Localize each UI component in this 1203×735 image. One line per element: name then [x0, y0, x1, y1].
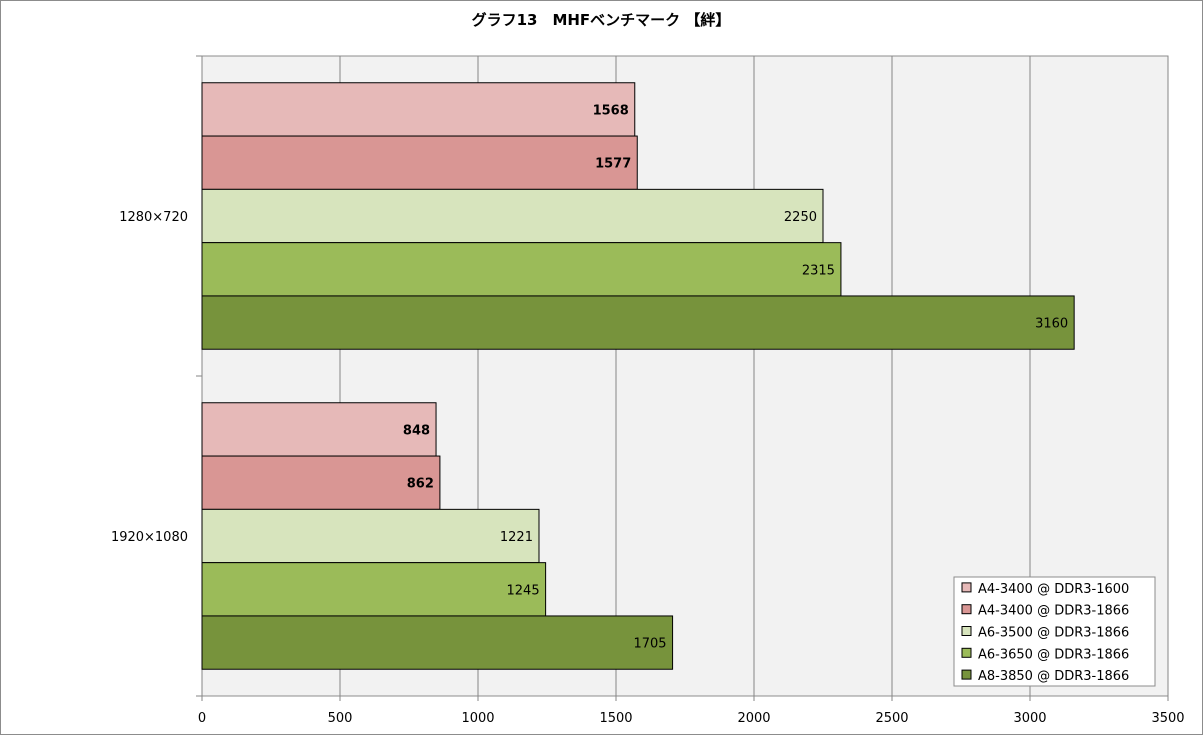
- data-label: 1705: [633, 637, 666, 652]
- x-tick-label: 500: [328, 711, 353, 726]
- bar: [201, 82, 636, 137]
- legend-swatch: [961, 626, 972, 636]
- bar: [201, 402, 437, 457]
- legend-label: A4-3400 @ DDR3-1866: [978, 604, 1129, 619]
- x-tick-label: 0: [198, 711, 206, 726]
- legend-swatch: [961, 669, 972, 680]
- legend-swatch: [961, 582, 972, 593]
- legend-swatch: [961, 647, 972, 658]
- data-label: 862: [407, 477, 434, 492]
- bar: [201, 135, 638, 190]
- x-tick-label: 2000: [737, 711, 770, 726]
- x-tick-label: 2500: [875, 711, 908, 726]
- legend-box: [953, 576, 1156, 687]
- legend: A4-3400 @ DDR3-1600 A4-3400 @ DDR3-1866 A6…: [953, 576, 1156, 687]
- legend-label: A6-3500 @ DDR3-1866: [978, 626, 1129, 641]
- legend-label: A8-3850 @ DDR3-1866: [978, 669, 1129, 684]
- legend-label: A4-3400 @ DDR3-1600: [978, 582, 1129, 597]
- data-label: 3160: [1035, 317, 1068, 332]
- chart-title: グラフ13 MHFベンチマーク 【絆】: [472, 11, 731, 29]
- bar: [201, 242, 842, 297]
- x-tick-label: 3500: [1151, 711, 1184, 726]
- category-label: 1280×720: [119, 210, 188, 225]
- category-label: 1920×1080: [111, 530, 188, 545]
- plot-area: 0 500 1000 1500 2000 2500 3000 3500 1280×720 1568…: [111, 55, 1185, 726]
- bar: [201, 615, 674, 670]
- data-label: 2315: [802, 263, 835, 278]
- data-label: 848: [403, 423, 430, 438]
- data-label: 1245: [507, 583, 540, 598]
- x-tick-label: 3000: [1013, 711, 1046, 726]
- bar: [201, 295, 1075, 350]
- bar: [201, 455, 441, 510]
- legend-label: A6-3650 @ DDR3-1866: [978, 647, 1129, 662]
- data-label: 2250: [784, 210, 817, 225]
- data-label: 1568: [593, 103, 629, 118]
- bar: [201, 188, 824, 244]
- legend-swatch: [961, 604, 972, 615]
- data-label: 1577: [595, 157, 631, 172]
- bar: [201, 562, 547, 617]
- data-label: 1221: [500, 530, 533, 545]
- bar: [201, 508, 540, 564]
- x-tick-label: 1000: [461, 711, 494, 726]
- x-tick-label: 1500: [599, 711, 632, 726]
